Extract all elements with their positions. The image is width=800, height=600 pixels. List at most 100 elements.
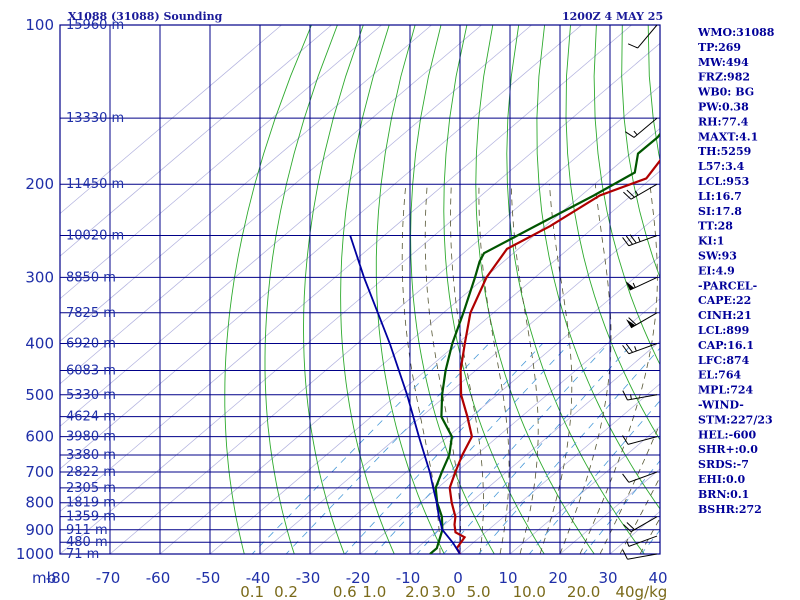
wind-barb-staff bbox=[628, 471, 658, 483]
height-label: 1819 m bbox=[66, 496, 116, 511]
wind-barb-staff bbox=[628, 343, 658, 355]
wind-barb-full bbox=[622, 237, 630, 247]
pressure-tick-label: 1000 bbox=[16, 545, 54, 563]
height-label: 6083 m bbox=[66, 364, 116, 379]
temperature-tick-label: -20 bbox=[346, 569, 371, 587]
temperature-tick-label: -50 bbox=[196, 569, 221, 587]
mixing-ratio-label: 40g/kg bbox=[615, 583, 667, 600]
index-line: MPL:724 bbox=[698, 384, 754, 397]
mixing-ratio-label: 5.0 bbox=[467, 583, 491, 600]
temperature-tick-label: -30 bbox=[296, 569, 321, 587]
temperature-tick-label: 40 bbox=[648, 569, 667, 587]
wind-barb-half bbox=[633, 130, 638, 136]
pressure-tick-label: 500 bbox=[25, 386, 54, 404]
dry-adiabat bbox=[375, 25, 445, 554]
isotherm bbox=[60, 25, 282, 215]
dry-adiabat bbox=[410, 25, 495, 554]
temperature-tick-label: 0 bbox=[453, 569, 463, 587]
height-label: 10020 m bbox=[66, 229, 124, 244]
wind-barb bbox=[625, 117, 658, 138]
index-line: BSHR:272 bbox=[698, 503, 762, 516]
dry-adiabat bbox=[443, 25, 545, 554]
isotherm bbox=[509, 425, 660, 554]
mixing-ratio-label: 2.0 bbox=[405, 583, 429, 600]
wind-barb-full bbox=[622, 390, 628, 401]
wind-barb-staff bbox=[630, 516, 658, 533]
wind-barb-full bbox=[622, 549, 628, 560]
index-line: KI:1 bbox=[698, 235, 724, 248]
mixing-ratio-line bbox=[528, 400, 660, 554]
index-line: TH:5259 bbox=[698, 145, 751, 158]
isotherm bbox=[409, 340, 660, 554]
height-label: 4624 m bbox=[66, 410, 116, 425]
index-line: TT:28 bbox=[698, 220, 733, 233]
index-line: MW:494 bbox=[698, 56, 749, 69]
wind-barb-staff bbox=[629, 276, 658, 291]
moist-adiabat bbox=[478, 184, 510, 554]
isotherm bbox=[60, 25, 382, 300]
height-label: 5330 m bbox=[66, 388, 116, 403]
mixing-ratio-line bbox=[478, 347, 660, 554]
temperature-tick-label: 30 bbox=[598, 569, 617, 587]
isotherm bbox=[359, 298, 660, 554]
wind-barb bbox=[626, 312, 658, 329]
index-line: CAPE:22 bbox=[698, 294, 751, 307]
height-label: 6920 m bbox=[66, 336, 116, 351]
index-line: L57:3.4 bbox=[698, 160, 745, 173]
dry-adiabat bbox=[264, 25, 338, 554]
mixing-ratio-line bbox=[251, 343, 459, 554]
mixing-ratio-line bbox=[416, 343, 609, 554]
temperature-tick-label: 20 bbox=[548, 569, 567, 587]
height-label: 3980 m bbox=[66, 430, 116, 445]
wind-barb bbox=[622, 549, 658, 560]
wind-barb-full bbox=[622, 345, 630, 355]
mixing-ratio-label: 0.6 bbox=[333, 583, 357, 600]
index-line: CINH:21 bbox=[698, 309, 752, 322]
wind-barb bbox=[623, 183, 658, 200]
index-line: WMO:31088 bbox=[697, 26, 775, 39]
isotherm bbox=[60, 25, 582, 470]
isotherm bbox=[109, 85, 660, 554]
index-line: SHR+:0.0 bbox=[698, 443, 758, 456]
index-line: BRN:0.1 bbox=[698, 488, 749, 501]
mixing-ratio-line bbox=[583, 460, 660, 554]
wind-barb-flag bbox=[625, 281, 635, 291]
index-line: PW:0.38 bbox=[698, 101, 749, 114]
temperature-unit-label: mb bbox=[32, 569, 56, 587]
wind-barb-staff bbox=[628, 535, 658, 547]
index-line: MAXT:4.1 bbox=[698, 130, 758, 143]
wind-barb-flag bbox=[626, 319, 636, 328]
index-line: -PARCEL- bbox=[698, 279, 757, 292]
mixing-ratio-lines bbox=[251, 343, 660, 554]
temperature-tick-label: -60 bbox=[146, 569, 171, 587]
wind-barb-full bbox=[623, 191, 632, 200]
dry-adiabat bbox=[475, 25, 595, 554]
isotherm bbox=[60, 25, 482, 385]
dry-adiabat bbox=[593, 25, 660, 366]
index-line: LCL:953 bbox=[698, 175, 749, 188]
index-line: RH:77.4 bbox=[698, 115, 749, 128]
pressure-tick-label: 800 bbox=[25, 494, 54, 512]
wind-barb-full bbox=[626, 189, 635, 198]
height-label: 71 m bbox=[66, 547, 99, 562]
chart-title-station: X1088 (31088) Sounding bbox=[68, 10, 223, 23]
wind-barb-full bbox=[626, 522, 635, 531]
height-label: 8850 m bbox=[66, 270, 116, 285]
index-line: LFC:874 bbox=[698, 354, 750, 367]
dry-adiabat bbox=[621, 25, 660, 279]
pressure-tick-label: 900 bbox=[25, 521, 54, 539]
isotherm bbox=[60, 42, 660, 554]
mixing-ratio-label: 0.2 bbox=[274, 583, 298, 600]
height-label: 11450 m bbox=[66, 177, 124, 192]
index-line: LI:16.7 bbox=[698, 190, 742, 203]
height-label: 911 m bbox=[66, 523, 108, 538]
index-line: SI:17.8 bbox=[698, 205, 742, 218]
wind-barb-half bbox=[630, 394, 632, 400]
wind-barb-half bbox=[634, 346, 637, 352]
dry-adiabat bbox=[303, 25, 364, 554]
wind-barb-full bbox=[627, 43, 638, 49]
sounding-curves bbox=[349, 132, 660, 554]
dry-adiabat bbox=[340, 25, 395, 554]
